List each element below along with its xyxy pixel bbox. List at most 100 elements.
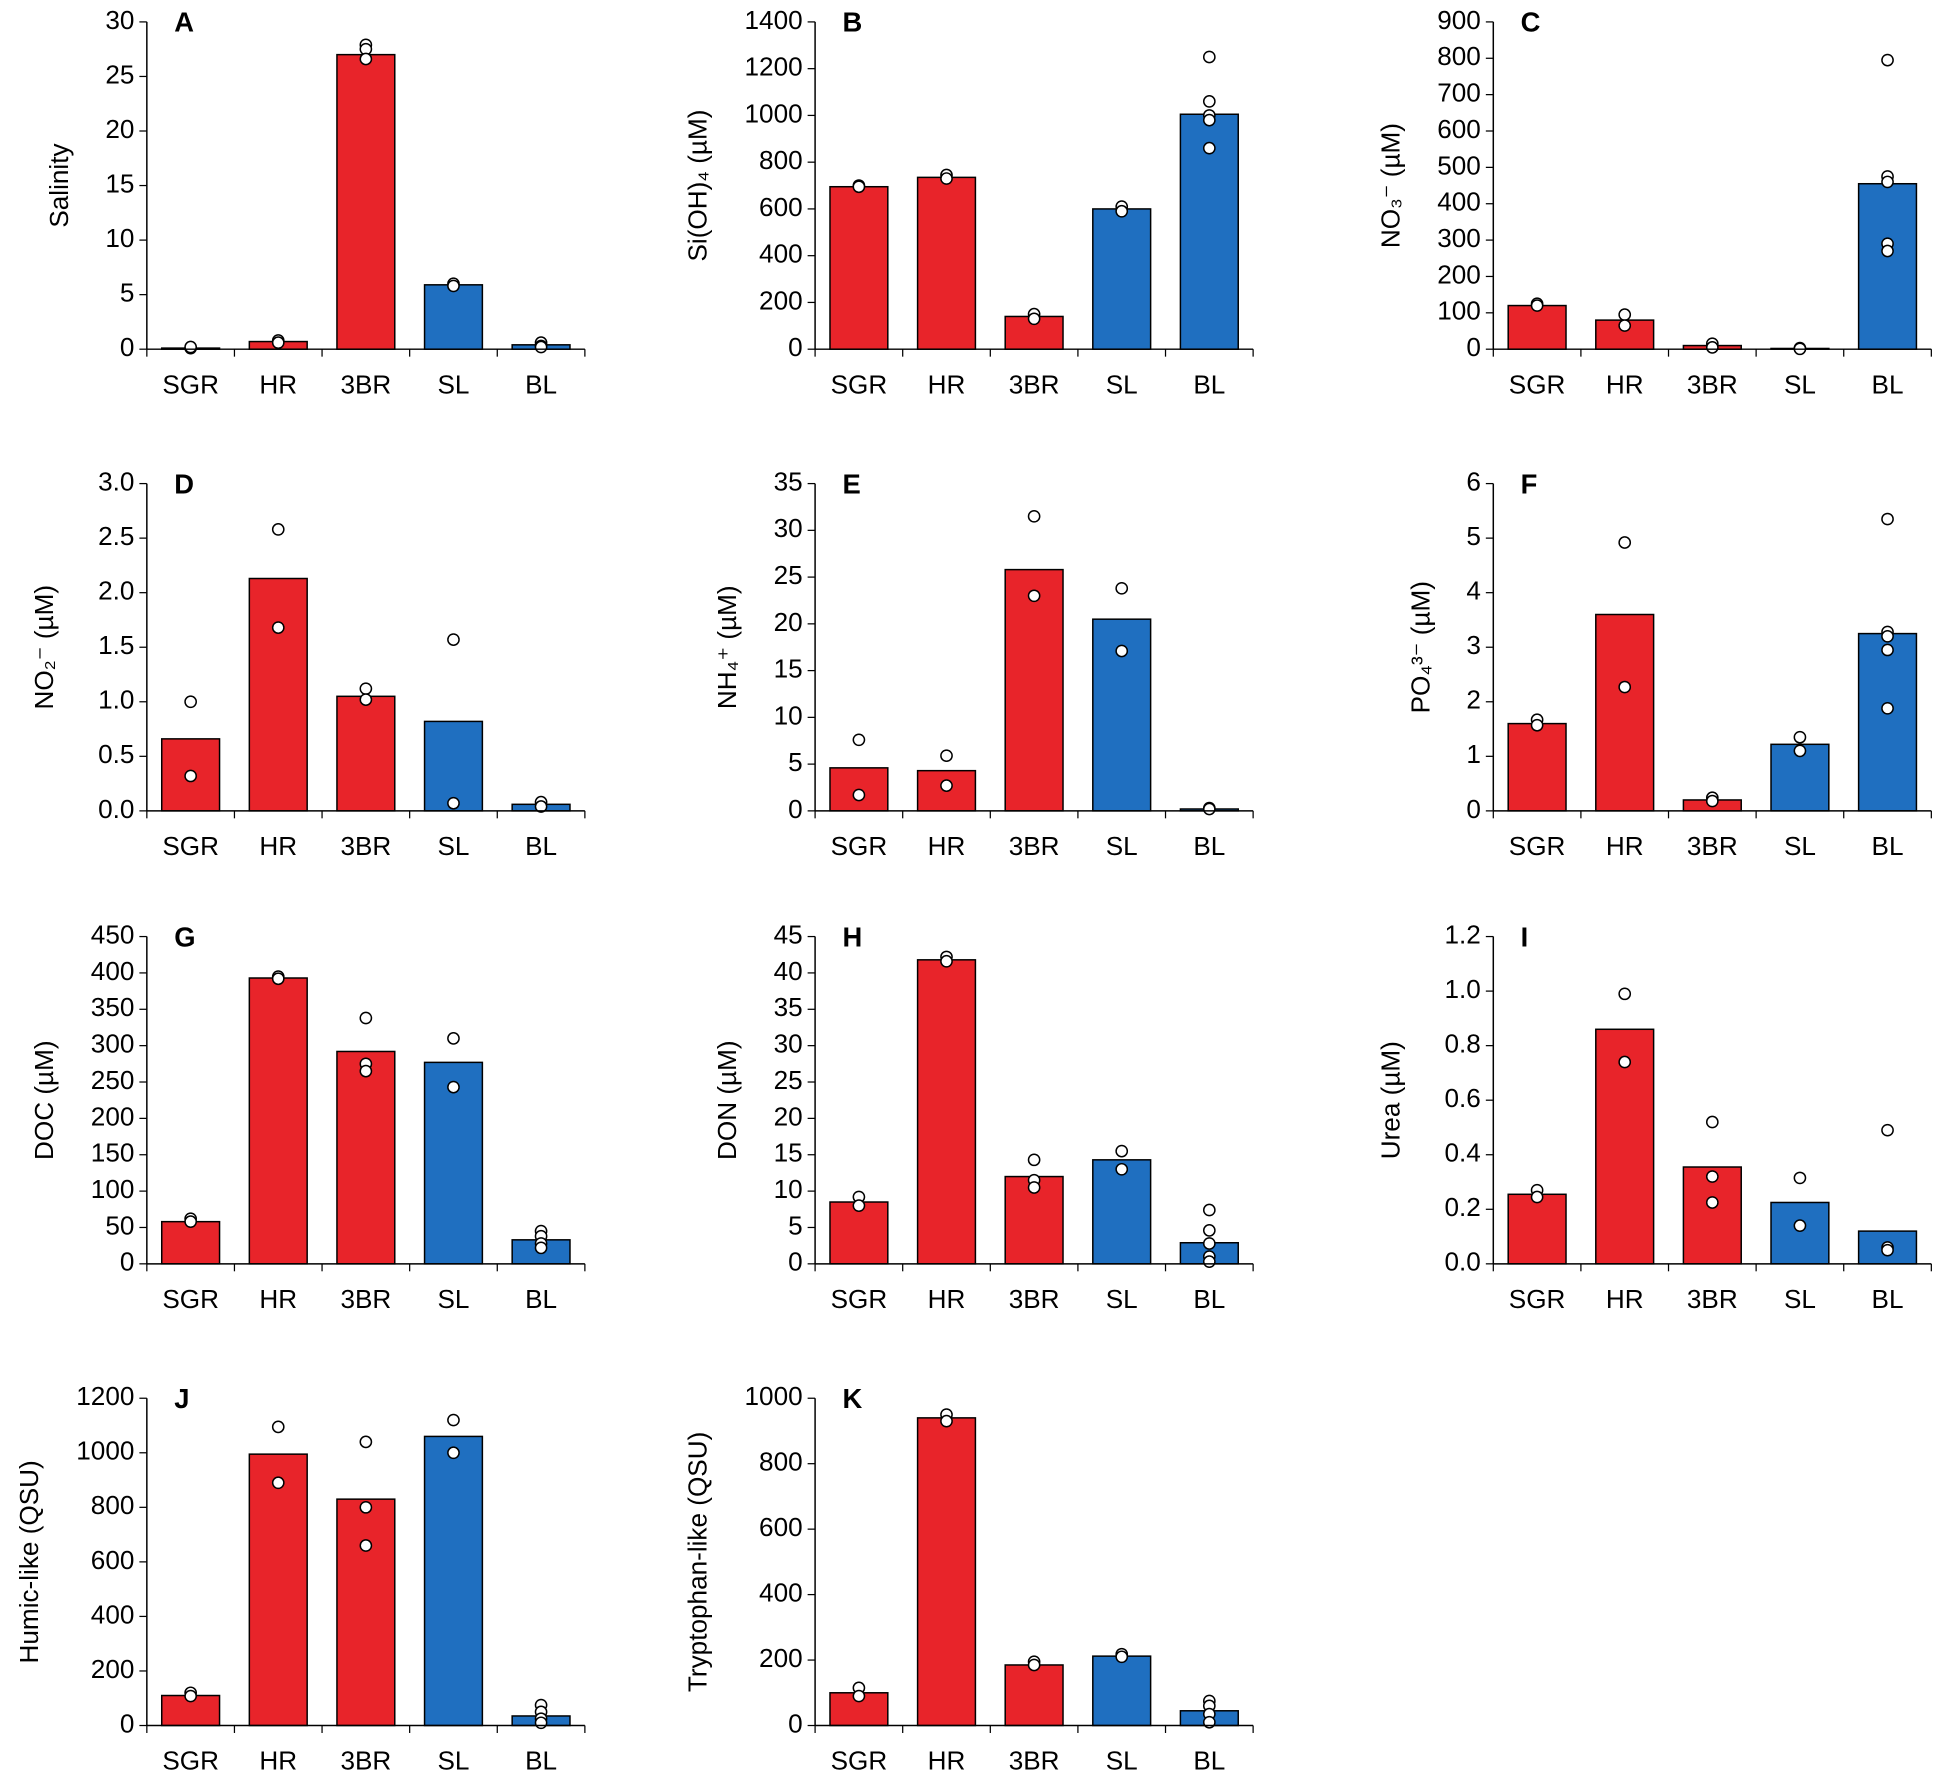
data-point — [940, 1414, 953, 1428]
data-point — [447, 796, 460, 810]
y-tick-label: 1400 — [745, 5, 803, 35]
data-point — [1881, 1123, 1894, 1137]
data-point — [1881, 53, 1894, 67]
x-tick-label: SGR — [162, 369, 219, 399]
y-tick-label: 200 — [759, 1643, 803, 1673]
data-point — [1881, 175, 1894, 189]
y-tick-label: 20 — [774, 1101, 803, 1131]
x-tick-label: BL — [525, 1746, 557, 1776]
y-tick-label: 0 — [120, 1708, 135, 1738]
x-tick-label: SGR — [831, 831, 888, 861]
y-axis-label: DON (µM) — [712, 1040, 742, 1160]
data-point — [271, 523, 285, 536]
data-point — [1202, 113, 1216, 127]
y-tick-label: 350 — [91, 992, 135, 1022]
y-tick-label: 400 — [759, 239, 803, 269]
y-tick-label: 20 — [105, 114, 134, 144]
data-point — [1202, 802, 1216, 816]
y-tick-label: 4 — [1466, 576, 1481, 606]
bar — [336, 1498, 396, 1727]
panel-letter: B — [842, 7, 862, 38]
data-point — [1793, 730, 1807, 744]
x-tick-label: SL — [1784, 1284, 1816, 1314]
y-tick-label: 35 — [774, 466, 803, 496]
bar — [1507, 304, 1567, 350]
x-tick-label: HR — [259, 831, 297, 861]
y-tick-label: 300 — [1437, 223, 1481, 253]
y-tick-label: 45 — [774, 919, 803, 949]
data-point — [184, 1215, 197, 1228]
x-tick-label: SGR — [831, 369, 888, 399]
x-tick-label: 3BR — [1009, 1746, 1060, 1776]
y-tick-label: 5 — [1466, 521, 1481, 551]
data-point — [447, 633, 460, 646]
bar — [1770, 1201, 1830, 1265]
y-tick-label: 3 — [1466, 630, 1481, 660]
x-tick-label: SGR — [162, 1284, 219, 1314]
y-tick-label: 2.0 — [98, 576, 134, 606]
data-point — [1115, 581, 1129, 595]
x-tick-label: HR — [1606, 369, 1644, 399]
data-point — [359, 1539, 373, 1552]
data-point — [184, 340, 197, 354]
y-tick-label: 700 — [1437, 78, 1481, 108]
y-tick-label: 0.5 — [98, 739, 134, 769]
y-tick-label: 300 — [91, 1029, 135, 1059]
x-tick-label: BL — [1193, 369, 1225, 399]
data-point — [1618, 536, 1632, 549]
y-tick-label: 0.2 — [1445, 1192, 1481, 1222]
y-tick-label: 10 — [105, 223, 134, 253]
y-tick-label: 200 — [759, 285, 803, 315]
panel-letter: I — [1521, 921, 1529, 952]
y-axis-label: Humic-like (QSU) — [14, 1460, 44, 1663]
x-tick-label: HR — [1606, 831, 1644, 861]
bar — [1092, 1159, 1152, 1265]
data-point — [852, 1199, 866, 1212]
x-tick-label: BL — [525, 369, 557, 399]
data-point — [940, 779, 953, 792]
bar — [248, 1453, 308, 1727]
y-tick-label: 0 — [788, 1247, 803, 1277]
y-tick-label: 25 — [105, 59, 134, 89]
data-point — [1202, 95, 1216, 108]
data-point — [447, 1446, 460, 1460]
x-tick-label: 3BR — [340, 369, 391, 399]
bar — [423, 720, 484, 812]
y-tick-label: 400 — [759, 1578, 803, 1608]
bar — [1595, 1028, 1655, 1265]
panel-letter: K — [842, 1383, 862, 1414]
data-point — [852, 1689, 866, 1703]
y-tick-label: 200 — [91, 1654, 135, 1684]
x-tick-label: SGR — [831, 1284, 888, 1314]
data-point — [534, 800, 548, 813]
data-point — [1530, 718, 1544, 732]
x-tick-label: HR — [928, 831, 966, 861]
x-tick-label: HR — [259, 1746, 297, 1776]
x-tick-label: 3BR — [1687, 831, 1738, 861]
panel-letter: D — [174, 468, 194, 499]
x-tick-label: SGR — [1509, 369, 1566, 399]
data-point — [1027, 1153, 1041, 1167]
bar — [1092, 1655, 1152, 1727]
x-tick-label: 3BR — [1009, 831, 1060, 861]
bar — [336, 695, 396, 812]
y-tick-label: 800 — [759, 145, 803, 175]
data-point — [359, 682, 373, 696]
x-tick-label: HR — [928, 369, 966, 399]
bar — [1092, 208, 1152, 350]
data-point — [271, 1476, 285, 1490]
x-tick-label: HR — [928, 1746, 966, 1776]
x-tick-label: 3BR — [1009, 369, 1060, 399]
data-point — [1705, 1115, 1719, 1129]
data-point — [447, 279, 460, 293]
data-point — [1115, 644, 1129, 658]
y-tick-label: 0 — [788, 1708, 803, 1738]
data-point — [1027, 312, 1041, 326]
x-tick-label: BL — [1193, 1746, 1225, 1776]
panel-letter: J — [174, 1383, 189, 1414]
x-tick-label: SGR — [1509, 831, 1566, 861]
y-tick-label: 0.8 — [1445, 1029, 1481, 1059]
y-tick-label: 5 — [788, 747, 803, 777]
data-point — [1881, 512, 1894, 526]
